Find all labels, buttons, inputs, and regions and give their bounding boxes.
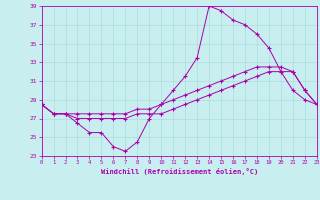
X-axis label: Windchill (Refroidissement éolien,°C): Windchill (Refroidissement éolien,°C)	[100, 168, 258, 175]
